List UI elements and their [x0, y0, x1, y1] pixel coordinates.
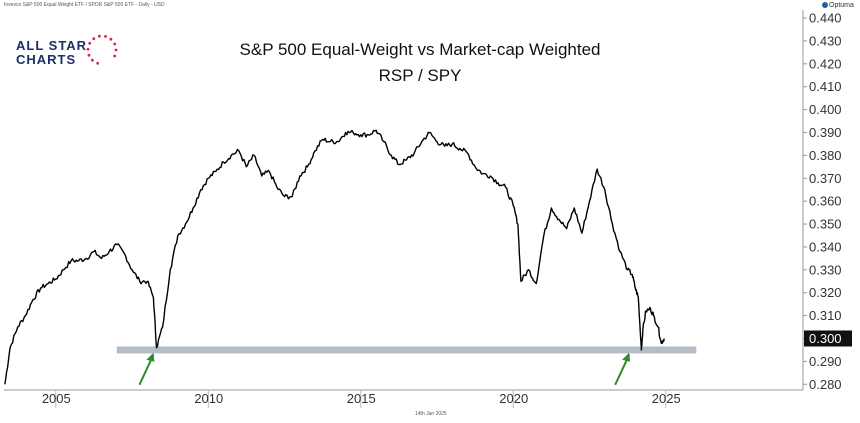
optuma-brand: Optuma — [822, 2, 854, 9]
arrows — [138, 352, 631, 386]
logo-stars-icon — [86, 34, 118, 65]
x-tick-label: 2025 — [652, 391, 681, 406]
last-value-label: 0.300 — [809, 331, 842, 346]
all-star-charts-logo: ALL STAR CHARTS — [16, 34, 118, 78]
footer-date: 14th Jan 2025 — [415, 411, 447, 417]
brand-label: Optuma — [829, 2, 854, 9]
y-tick-label: 0.310 — [809, 308, 842, 323]
last-value-box — [804, 330, 852, 347]
source-header: Invesco S&P 500 Equal Weight ETF / SPDR … — [4, 2, 165, 8]
logo-star — [92, 37, 96, 41]
logo-star — [109, 37, 113, 41]
y-tick-label: 0.280 — [809, 377, 842, 392]
y-tick-label: 0.320 — [809, 285, 842, 300]
logo-star — [87, 53, 91, 57]
x-tick-label: 2005 — [42, 391, 71, 406]
x-axis: 2005 2010 2015 2020 2025 — [42, 390, 681, 408]
green-arrow-icon — [138, 352, 155, 386]
last-value-marker: 0.300 — [804, 330, 852, 347]
logo-star — [113, 42, 117, 46]
logo-line-1: ALL STAR — [16, 38, 88, 53]
logo-star — [114, 48, 118, 52]
optuma-logo-icon — [822, 2, 828, 8]
y-tick-label: 0.400 — [809, 102, 842, 117]
x-tick-label: 2010 — [194, 391, 223, 406]
series-line — [4, 129, 665, 385]
y-tick-label: 0.360 — [809, 194, 842, 209]
logo-star — [86, 47, 90, 51]
y-tick-label: 0.340 — [809, 239, 842, 254]
logo-star — [91, 58, 94, 62]
y-tick-label: 0.380 — [809, 148, 842, 163]
y-tick-label: 0.370 — [809, 171, 842, 186]
logo-line-2: CHARTS — [16, 52, 77, 67]
logo-star — [113, 54, 117, 58]
green-arrow-icon — [614, 352, 631, 386]
y-tick-label: 0.430 — [809, 33, 842, 48]
y-tick-label: 0.290 — [809, 354, 842, 369]
y-tick-label: 0.350 — [809, 217, 842, 232]
y-tick-label: 0.440 — [809, 11, 842, 26]
logo-star — [104, 35, 107, 38]
logo-star — [98, 34, 101, 38]
x-tick-label: 2015 — [347, 391, 376, 406]
x-tick-label: 2020 — [499, 391, 528, 406]
y-tick-label: 0.410 — [809, 79, 842, 94]
y-axis: 0.280 0.290 0.300 0.310 0.320 0.330 0.340 0.350… — [803, 11, 842, 392]
chart-title: S&P 500 Equal-Weight vs Market-cap Weigh… — [239, 40, 601, 59]
support-band — [116, 346, 697, 354]
y-tick-label: 0.390 — [809, 125, 842, 140]
chart-subtitle: RSP / SPY — [378, 66, 462, 85]
logo-star — [96, 61, 100, 65]
logo-star — [88, 41, 92, 45]
y-tick-label: 0.420 — [809, 56, 842, 71]
y-tick-label: 0.330 — [809, 262, 842, 277]
